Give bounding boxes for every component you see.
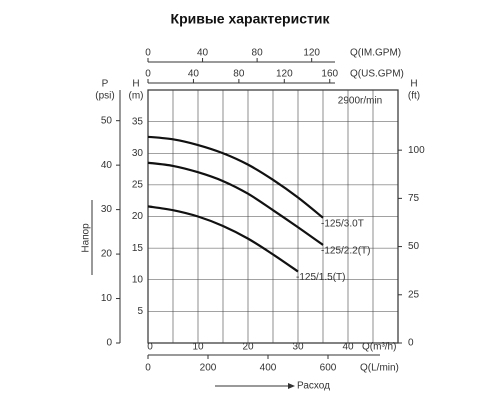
x-tick-label: 20	[242, 342, 254, 353]
tick-label: 160	[321, 69, 338, 80]
tick-label: 50	[408, 241, 420, 252]
speed-label: 2900r/min	[338, 96, 382, 107]
axis-label: H	[410, 79, 417, 90]
tick-label: 40	[101, 160, 113, 171]
tick-label: 0	[145, 69, 151, 80]
tick-label: 400	[260, 363, 277, 374]
tick-label: 40	[188, 69, 200, 80]
tick-label: 200	[200, 363, 217, 374]
axis-label: P	[102, 79, 109, 90]
y-axis-label: (m)	[129, 91, 144, 102]
x-tick-label: 0	[147, 342, 153, 353]
tick-label: 80	[252, 48, 264, 59]
tick-label: 0	[408, 338, 414, 349]
tick-label: 0	[145, 363, 151, 374]
axis-label: Q(L/min)	[360, 363, 399, 374]
y-tick-label: 5	[137, 306, 143, 317]
x-tick-label: 10	[192, 342, 204, 353]
tick-label: 30	[101, 204, 113, 215]
y-axis-label: H	[132, 79, 139, 90]
x-axis-label: Q(m³/h)	[362, 342, 396, 353]
tick-label: 25	[408, 289, 420, 300]
y-tick-label: 15	[132, 243, 144, 254]
speed-box	[326, 93, 394, 109]
y-tick-label: 30	[132, 148, 144, 159]
tick-label: 0	[145, 48, 151, 59]
x-axis-title: Расход	[297, 381, 330, 392]
tick-label: 50	[101, 115, 113, 126]
axis-label: Q(US.GPM)	[350, 69, 404, 80]
curve-label: -125/1.5(T)	[296, 272, 345, 283]
y-tick-label: 20	[132, 211, 144, 222]
tick-label: 75	[408, 193, 420, 204]
axis-label: (psi)	[95, 91, 114, 102]
y-axis-title: Напор	[81, 223, 92, 253]
tick-label: 100	[408, 145, 425, 156]
axis-label: (ft)	[408, 91, 420, 102]
tick-label: 600	[320, 363, 337, 374]
tick-label: 120	[276, 69, 293, 80]
y-tick-label: 25	[132, 180, 144, 191]
tick-label: 120	[303, 48, 320, 59]
x-axis-arrowhead	[288, 383, 295, 389]
axis-label: Q(IM.GPM)	[350, 48, 401, 59]
pump-curve	[147, 161, 324, 246]
y-tick-label: 35	[132, 116, 144, 127]
x-tick-label: 40	[342, 342, 354, 353]
curve-label: -125/3.0T	[321, 218, 364, 229]
y-tick-label: 10	[132, 274, 144, 285]
x-tick-label: 30	[292, 342, 304, 353]
pump-curve	[147, 135, 324, 219]
tick-label: 80	[233, 69, 245, 80]
tick-label: 0	[106, 338, 112, 349]
chart-title: Кривые характеристик	[171, 11, 331, 27]
tick-label: 20	[101, 249, 113, 260]
pump-curve	[147, 205, 299, 273]
tick-label: 40	[197, 48, 209, 59]
tick-label: 10	[101, 293, 113, 304]
curve-label: -125/2.2(T)	[321, 246, 370, 257]
